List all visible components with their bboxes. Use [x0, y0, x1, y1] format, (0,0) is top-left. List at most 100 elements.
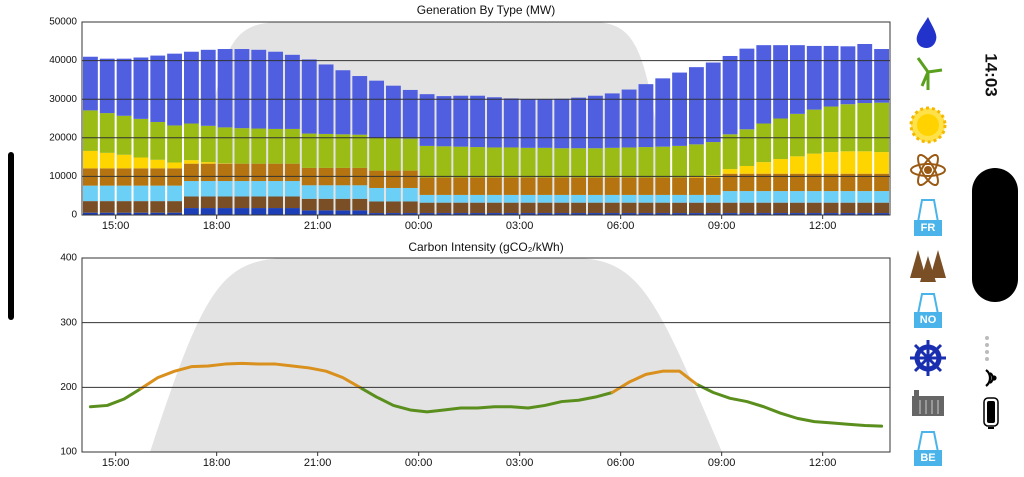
bar-segment — [100, 59, 115, 113]
bar-segment — [857, 191, 872, 203]
coal-icon[interactable] — [912, 390, 944, 416]
bar-segment — [538, 178, 553, 195]
bar-segment — [83, 201, 98, 213]
bar-segment — [790, 191, 805, 203]
bar-segment — [134, 58, 149, 119]
bar-segment — [218, 196, 233, 208]
y-tick-label: 30000 — [49, 94, 77, 105]
bar-segment — [857, 203, 872, 213]
bar-segment — [605, 148, 620, 178]
bar-segment — [218, 208, 233, 215]
bar-segment — [874, 203, 889, 213]
bar-segment — [554, 195, 569, 203]
icon-label: BE — [920, 452, 935, 464]
bar-segment — [756, 124, 771, 163]
bar-segment — [807, 154, 822, 174]
bar-segment — [571, 195, 586, 203]
bar-segment — [588, 148, 603, 177]
bar-segment — [184, 164, 199, 181]
biomass-icon[interactable] — [910, 250, 946, 282]
bar-segment — [319, 199, 334, 211]
x-tick-label: 21:00 — [304, 220, 332, 232]
interconnect-fr-icon[interactable]: FR — [914, 200, 942, 236]
bar-segment — [386, 171, 401, 188]
bar-segment — [386, 86, 401, 138]
bar-segment — [470, 147, 485, 177]
bar-segment — [386, 138, 401, 170]
bar-segment — [487, 147, 502, 177]
bar-segment — [150, 56, 165, 122]
bar-segment — [538, 99, 553, 148]
bar-segment — [857, 151, 872, 173]
bar-segment — [420, 146, 435, 178]
bar-segment — [588, 178, 603, 195]
bar-segment — [639, 203, 654, 213]
x-tick-label: 00:00 — [405, 220, 433, 232]
bar-segment — [470, 96, 485, 147]
x-tick-label: 18:00 — [203, 457, 231, 469]
bar-segment — [554, 203, 569, 213]
bar-segment — [841, 203, 856, 213]
bar-segment — [857, 44, 872, 103]
bar-segment — [487, 203, 502, 213]
wifi-icon — [986, 370, 996, 386]
solar-icon[interactable] — [911, 108, 945, 142]
bar-segment — [201, 208, 216, 215]
bar-segment — [723, 169, 738, 174]
nuclear-icon[interactable] — [911, 152, 945, 187]
bar-segment — [201, 164, 216, 181]
bar-segment — [268, 181, 283, 196]
bar-segment — [740, 166, 755, 174]
wind-icon[interactable] — [918, 58, 942, 90]
bar-segment — [723, 203, 738, 213]
hydro-icon[interactable] — [917, 17, 937, 48]
bar-segment — [235, 164, 250, 181]
bar-segment — [689, 177, 704, 178]
bar-segment — [622, 178, 637, 195]
interconnect-be-icon[interactable]: BE — [914, 432, 942, 466]
bar-segment — [369, 81, 384, 138]
bar-segment — [622, 195, 637, 203]
bar-segment — [167, 186, 182, 201]
bar-segment — [639, 195, 654, 203]
bar-segment — [184, 196, 199, 208]
bar-segment — [756, 203, 771, 213]
bar-segment — [790, 203, 805, 213]
bar-segment — [319, 185, 334, 199]
bar-segment — [824, 107, 839, 153]
bar-segment — [251, 196, 266, 208]
bar-segment — [655, 195, 670, 203]
side-handle — [8, 152, 14, 320]
bar-segment — [369, 171, 384, 188]
bar-segment — [268, 208, 283, 215]
bar-segment — [622, 203, 637, 213]
bar-segment — [184, 52, 199, 124]
bar-segment — [251, 129, 266, 164]
bar-segment — [655, 147, 670, 178]
bar-segment — [100, 186, 115, 201]
bar-segment — [437, 203, 452, 213]
bar-segment — [554, 99, 569, 148]
bar-segment — [622, 90, 637, 148]
battery-icon — [984, 398, 998, 429]
bar-segment — [554, 178, 569, 195]
x-tick-label: 03:00 — [506, 220, 534, 232]
bar-segment — [706, 63, 721, 143]
bar-segment — [824, 152, 839, 174]
bar-segment — [538, 203, 553, 213]
bar-segment — [824, 191, 839, 203]
bar-segment — [706, 142, 721, 175]
bar-segment — [285, 181, 300, 196]
bar-segment — [504, 147, 519, 177]
bar-segment — [773, 191, 788, 203]
interconnect-no-icon[interactable]: NO — [914, 294, 942, 328]
x-tick-label: 12:00 — [809, 220, 837, 232]
bar-segment — [504, 98, 519, 147]
bar-segment — [83, 151, 98, 168]
bar-segment — [352, 210, 367, 215]
bar-segment — [352, 135, 367, 168]
bar-segment — [167, 168, 182, 185]
pumped-storage-icon[interactable] — [910, 340, 946, 376]
bar-segment — [83, 186, 98, 201]
